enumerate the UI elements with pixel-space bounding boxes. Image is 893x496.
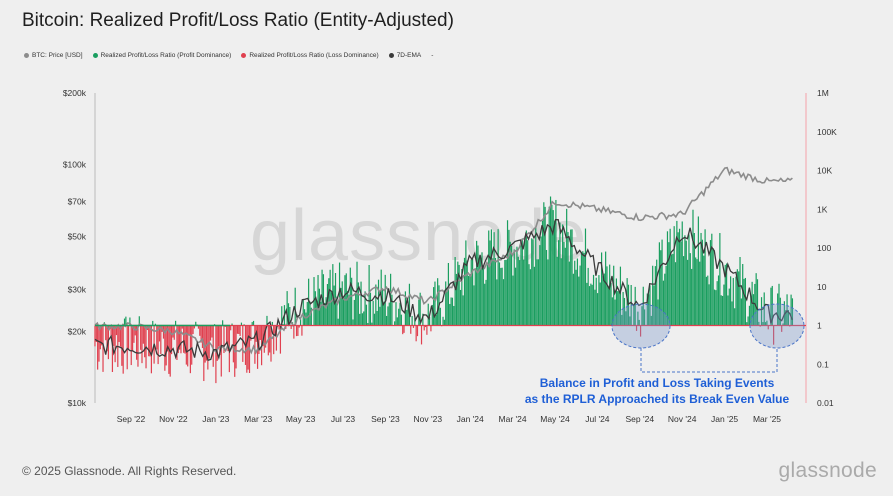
- x-tick-label: Sep '22: [117, 414, 146, 424]
- highlight-ellipse-2: [749, 303, 805, 349]
- x-tick-label: Jul '24: [585, 414, 610, 424]
- right-tick-label: 1: [817, 321, 822, 331]
- legend-item-loss[interactable]: Realized Profit/Loss Ratio (Loss Dominan…: [241, 52, 379, 59]
- x-tick-label: Nov '22: [159, 414, 188, 424]
- right-tick-label: 0.1: [817, 359, 829, 369]
- right-tick-label: 1M: [817, 88, 829, 98]
- x-tick-label: Sep '23: [371, 414, 400, 424]
- legend: BTC: Price [USD] Realized Profit/Loss Ra…: [24, 52, 433, 59]
- x-tick-label: Jul '23: [331, 414, 356, 424]
- legend-label-price: BTC: Price [USD]: [32, 52, 83, 59]
- x-tick-label: Mar '23: [244, 414, 272, 424]
- left-tick-label: $70k: [68, 197, 87, 207]
- legend-label-profit: Realized Profit/Loss Ratio (Profit Domin…: [100, 52, 232, 59]
- right-tick-label: 1K: [817, 204, 828, 214]
- left-tick-label: $200k: [63, 88, 87, 98]
- x-tick-label: May '24: [540, 414, 570, 424]
- legend-dot-profit: [92, 53, 98, 58]
- legend-item-price[interactable]: BTC: Price [USD]: [24, 52, 83, 59]
- legend-label-extra: -: [431, 52, 434, 59]
- legend-item-extra[interactable]: -: [431, 52, 433, 59]
- ema-line: [94, 219, 793, 362]
- left-tick-label: $100k: [63, 160, 87, 170]
- x-tick-label: Mar '25: [753, 414, 781, 424]
- x-tick-label: Nov '23: [414, 414, 443, 424]
- copyright: © 2025 Glassnode. All Rights Reserved.: [22, 464, 237, 478]
- legend-dot-price: [24, 53, 29, 58]
- left-tick-label: $10k: [68, 398, 87, 408]
- x-tick-label: Jan '24: [457, 414, 484, 424]
- right-tick-label: 10: [817, 282, 827, 292]
- footer-logo: glassnode: [778, 459, 877, 482]
- right-tick-label: 10K: [817, 166, 832, 176]
- right-tick-label: 100K: [817, 127, 837, 137]
- x-tick-label: Nov '24: [668, 414, 697, 424]
- annotation-line-2: as the RPLR Approached its Break Even Va…: [525, 392, 790, 406]
- legend-dot-ema: [388, 53, 394, 58]
- left-tick-label: $50k: [68, 231, 87, 241]
- right-tick-label: 100: [817, 243, 831, 253]
- x-tick-label: Jan '23: [202, 414, 229, 424]
- legend-item-profit[interactable]: Realized Profit/Loss Ratio (Profit Domin…: [92, 52, 232, 59]
- legend-label-ema: 7D-EMA: [396, 52, 422, 59]
- chart-title: Bitcoin: Realized Profit/Loss Ratio (Ent…: [22, 10, 454, 31]
- left-tick-label: $30k: [68, 284, 87, 294]
- legend-label-loss: Realized Profit/Loss Ratio (Loss Dominan…: [249, 52, 379, 59]
- annotation-line-1: Balance in Profit and Loss Taking Events: [540, 376, 775, 390]
- x-tick-label: Mar '24: [499, 414, 527, 424]
- highlight-ellipse-1: [611, 303, 671, 349]
- legend-dot-loss: [241, 53, 247, 58]
- x-tick-label: Sep '24: [626, 414, 655, 424]
- price-line: [94, 166, 793, 355]
- left-tick-label: $20k: [68, 326, 87, 336]
- legend-item-ema[interactable]: 7D-EMA: [388, 52, 422, 59]
- highlight-connector: [640, 348, 778, 373]
- x-tick-label: May '23: [286, 414, 316, 424]
- right-tick-label: 0.01: [817, 398, 834, 408]
- x-tick-label: Jan '25: [711, 414, 738, 424]
